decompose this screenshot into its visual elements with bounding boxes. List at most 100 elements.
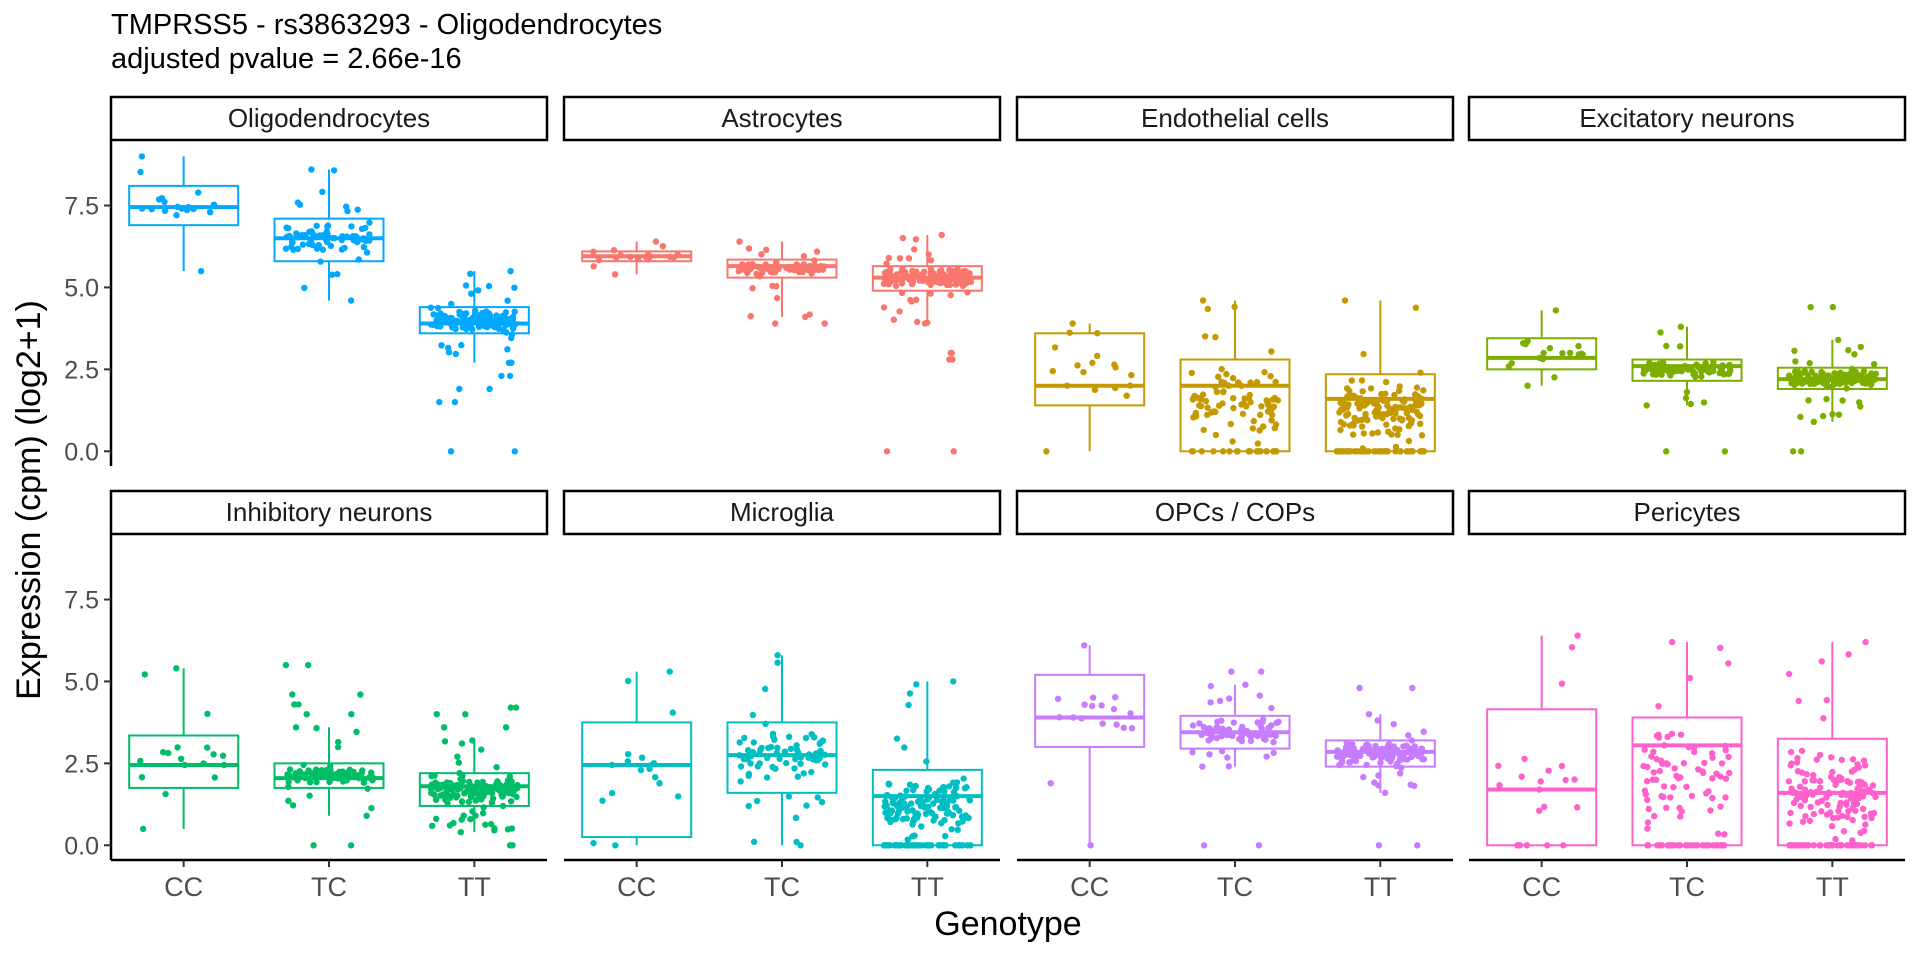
point-endothelial-cells-tc xyxy=(1270,403,1278,410)
point-pericytes-tc xyxy=(1709,754,1716,761)
point-endothelial-cells-tt xyxy=(1388,431,1395,438)
point-pericytes-tc xyxy=(1677,813,1684,820)
point-excitatory-neurons-tc xyxy=(1687,400,1695,408)
point-opcs-cops-tt xyxy=(1418,745,1425,753)
point-pericytes-tt xyxy=(1844,842,1851,849)
point-endothelial-cells-cc xyxy=(1123,392,1130,399)
point-excitatory-neurons-cc xyxy=(1575,351,1583,358)
point-oligodendrocytes-tt xyxy=(504,346,511,353)
point-opcs-cops-tt xyxy=(1363,761,1370,768)
point-microglia-tt xyxy=(946,796,954,804)
point-endothelial-cells-tc xyxy=(1219,400,1226,407)
point-oligodendrocytes-tt xyxy=(451,398,459,406)
point-pericytes-tc xyxy=(1648,753,1655,760)
point-oligodendrocytes-cc xyxy=(148,206,155,213)
point-opcs-cops-tt xyxy=(1390,743,1398,750)
point-inhibitory-neurons-tc xyxy=(286,766,294,773)
point-inhibitory-neurons-tc xyxy=(306,792,313,799)
point-endothelial-cells-tc xyxy=(1204,305,1212,313)
point-pericytes-tc xyxy=(1707,807,1714,814)
point-opcs-cops-tc xyxy=(1230,719,1238,726)
point-endothelial-cells-tt xyxy=(1413,384,1421,391)
point-opcs-cops-tt xyxy=(1343,739,1351,747)
point-astrocytes-tc xyxy=(769,269,776,276)
strip-endothelial-cells xyxy=(1015,95,1455,142)
point-endothelial-cells-tt xyxy=(1369,430,1376,437)
point-oligodendrocytes-tt xyxy=(469,314,476,322)
point-microglia-tc xyxy=(774,659,781,666)
point-excitatory-neurons-tt xyxy=(1789,448,1797,455)
point-endothelial-cells-tc xyxy=(1250,417,1258,425)
point-astrocytes-tc xyxy=(738,263,745,271)
point-opcs-cops-tt xyxy=(1394,760,1401,767)
point-inhibitory-neurons-tt xyxy=(428,773,435,780)
point-inhibitory-neurons-cc xyxy=(139,825,147,833)
y-tick-label: 2.5 xyxy=(64,356,99,384)
point-microglia-tc xyxy=(753,797,761,805)
point-pericytes-tc xyxy=(1688,842,1695,849)
box-inhibitory-neurons-cc xyxy=(128,734,240,789)
point-oligodendrocytes-tt xyxy=(430,311,437,318)
point-opcs-cops-cc xyxy=(1081,642,1088,649)
point-inhibitory-neurons-tt xyxy=(454,753,461,760)
point-astrocytes-tc xyxy=(791,266,798,274)
point-inhibitory-neurons-tc xyxy=(339,778,347,785)
point-microglia-tt xyxy=(958,813,966,820)
point-oligodendrocytes-tt xyxy=(505,359,513,366)
point-microglia-tc xyxy=(776,755,783,762)
point-oligodendrocytes-cc xyxy=(138,205,146,212)
strip-label-pericytes: Pericytes xyxy=(1634,497,1741,527)
point-oligodendrocytes-tt xyxy=(498,372,505,380)
x-tick-label-tt: TT xyxy=(1816,872,1849,902)
point-oligodendrocytes-tt xyxy=(452,350,459,358)
point-inhibitory-neurons-tc xyxy=(350,768,357,776)
point-opcs-cops-tt xyxy=(1411,782,1418,789)
point-opcs-cops-tt xyxy=(1397,770,1404,777)
point-excitatory-neurons-tc xyxy=(1700,399,1708,406)
point-oligodendrocytes-tc xyxy=(316,232,323,239)
point-oligodendrocytes-tc xyxy=(287,234,295,241)
point-opcs-cops-tc xyxy=(1196,720,1203,727)
point-pericytes-tt xyxy=(1869,782,1877,789)
point-inhibitory-neurons-tt xyxy=(514,781,521,789)
point-pericytes-tc xyxy=(1688,792,1696,800)
point-astrocytes-cc xyxy=(659,243,667,250)
point-astrocytes-tt xyxy=(885,254,892,262)
point-pericytes-tc xyxy=(1655,703,1662,710)
point-opcs-cops-tc xyxy=(1256,730,1264,738)
point-microglia-tc xyxy=(750,739,757,746)
point-microglia-tt xyxy=(886,842,893,849)
point-astrocytes-cc xyxy=(610,247,618,254)
point-endothelial-cells-tt xyxy=(1362,413,1369,421)
point-oligodendrocytes-tc xyxy=(306,228,313,235)
point-opcs-cops-tc xyxy=(1242,681,1249,688)
point-inhibitory-neurons-tt xyxy=(493,780,500,788)
point-inhibitory-neurons-tt xyxy=(512,704,520,711)
point-inhibitory-neurons-tt xyxy=(446,781,453,788)
point-inhibitory-neurons-tc xyxy=(363,812,370,819)
point-excitatory-neurons-tt xyxy=(1854,376,1861,383)
point-endothelial-cells-tt xyxy=(1375,404,1382,411)
point-oligodendrocytes-cc xyxy=(185,204,192,211)
point-pericytes-cc xyxy=(1518,773,1525,780)
point-microglia-tc xyxy=(792,814,800,821)
point-excitatory-neurons-tc xyxy=(1726,364,1734,371)
point-microglia-tt xyxy=(892,842,899,849)
point-excitatory-neurons-tc xyxy=(1676,343,1684,350)
point-endothelial-cells-tc xyxy=(1218,365,1225,373)
point-endothelial-cells-tt xyxy=(1415,400,1422,407)
point-endothelial-cells-tt xyxy=(1408,417,1416,424)
y-tick-label: 5.0 xyxy=(64,274,99,302)
point-oligodendrocytes-tc xyxy=(329,234,336,242)
point-endothelial-cells-tt xyxy=(1403,410,1411,417)
point-pericytes-cc xyxy=(1536,807,1543,814)
point-endothelial-cells-tt xyxy=(1337,418,1345,426)
point-pericytes-tt xyxy=(1796,842,1804,849)
point-microglia-tc xyxy=(785,733,793,740)
point-endothelial-cells-tt xyxy=(1412,304,1420,311)
point-inhibitory-neurons-tc xyxy=(334,743,342,751)
point-excitatory-neurons-tt xyxy=(1818,375,1825,382)
point-endothelial-cells-tt xyxy=(1401,405,1408,412)
point-pericytes-tt xyxy=(1814,799,1822,806)
point-endothelial-cells-tt xyxy=(1349,431,1357,438)
